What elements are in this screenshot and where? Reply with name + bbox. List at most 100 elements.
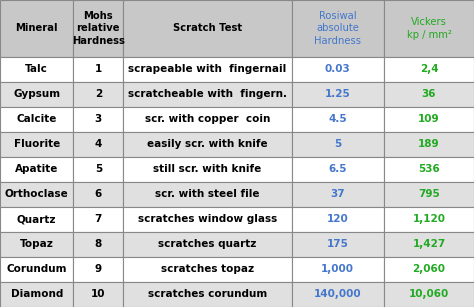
Text: 6: 6 [95, 189, 102, 200]
Text: 189: 189 [418, 139, 440, 150]
Bar [73, 107, 123, 132]
Text: 3: 3 [95, 114, 102, 124]
Bar [292, 232, 384, 257]
Text: 10: 10 [91, 290, 106, 300]
Bar [73, 157, 123, 182]
Text: Mineral: Mineral [16, 23, 58, 33]
Bar [73, 132, 123, 157]
Text: 6.5: 6.5 [328, 164, 347, 174]
Text: Diamond: Diamond [10, 290, 63, 300]
Text: 9: 9 [95, 264, 102, 274]
Text: Quartz: Quartz [17, 214, 56, 224]
Text: 1,427: 1,427 [412, 239, 446, 250]
Bar [384, 0, 474, 57]
Text: 1: 1 [95, 64, 102, 74]
Bar [123, 82, 292, 107]
Bar [292, 57, 384, 82]
Bar [0, 232, 73, 257]
Bar [123, 0, 292, 57]
Bar [292, 207, 384, 232]
Bar [0, 57, 73, 82]
Bar [73, 207, 123, 232]
Text: 140,000: 140,000 [314, 290, 362, 300]
Bar [0, 157, 73, 182]
Text: 109: 109 [418, 114, 440, 124]
Bar [292, 0, 384, 57]
Text: Apatite: Apatite [15, 164, 58, 174]
Bar [73, 82, 123, 107]
Bar [73, 0, 123, 57]
Text: 8: 8 [95, 239, 102, 250]
Text: 2,4: 2,4 [419, 64, 438, 74]
Text: 5: 5 [95, 164, 102, 174]
Text: 1,120: 1,120 [412, 214, 446, 224]
Bar [123, 182, 292, 207]
Bar [0, 182, 73, 207]
Bar [384, 232, 474, 257]
Text: Rosiwal
absolute
Hardness: Rosiwal absolute Hardness [314, 11, 361, 46]
Text: scratcheable with  fingern.: scratcheable with fingern. [128, 89, 287, 99]
Bar [384, 207, 474, 232]
Bar [0, 82, 73, 107]
Bar [292, 282, 384, 307]
Bar [0, 132, 73, 157]
Bar [73, 182, 123, 207]
Bar [292, 107, 384, 132]
Text: Orthoclase: Orthoclase [5, 189, 69, 200]
Bar [123, 257, 292, 282]
Bar [0, 257, 73, 282]
Bar [73, 232, 123, 257]
Text: scratches quartz: scratches quartz [158, 239, 256, 250]
Bar [384, 157, 474, 182]
Text: 2,060: 2,060 [412, 264, 446, 274]
Text: Topaz: Topaz [20, 239, 54, 250]
Bar [384, 132, 474, 157]
Text: Vickers
kp / mm²: Vickers kp / mm² [407, 17, 451, 40]
Text: 10,060: 10,060 [409, 290, 449, 300]
Bar [123, 282, 292, 307]
Text: Corundum: Corundum [7, 264, 67, 274]
Text: 36: 36 [422, 89, 436, 99]
Text: 120: 120 [327, 214, 348, 224]
Bar [123, 157, 292, 182]
Text: scratches topaz: scratches topaz [161, 264, 254, 274]
Bar [384, 82, 474, 107]
Text: 1.25: 1.25 [325, 89, 351, 99]
Text: scr. with copper  coin: scr. with copper coin [145, 114, 270, 124]
Text: Talc: Talc [25, 64, 48, 74]
Bar [123, 132, 292, 157]
Bar [384, 182, 474, 207]
Text: 536: 536 [418, 164, 440, 174]
Bar [384, 107, 474, 132]
Bar [73, 57, 123, 82]
Text: 0.03: 0.03 [325, 64, 351, 74]
Bar [384, 257, 474, 282]
Text: still scr. with knife: still scr. with knife [153, 164, 262, 174]
Bar [0, 0, 73, 57]
Text: scr. with steel file: scr. with steel file [155, 189, 260, 200]
Bar [0, 107, 73, 132]
Bar [292, 157, 384, 182]
Text: 7: 7 [95, 214, 102, 224]
Bar [384, 57, 474, 82]
Bar [123, 57, 292, 82]
Bar [0, 282, 73, 307]
Bar [0, 207, 73, 232]
Text: 795: 795 [418, 189, 440, 200]
Text: 4.5: 4.5 [328, 114, 347, 124]
Text: 1,000: 1,000 [321, 264, 354, 274]
Text: Mohs
relative
Hardness: Mohs relative Hardness [72, 11, 125, 46]
Bar [292, 257, 384, 282]
Bar [292, 182, 384, 207]
Text: 175: 175 [327, 239, 349, 250]
Bar [123, 232, 292, 257]
Text: Calcite: Calcite [17, 114, 57, 124]
Bar [384, 282, 474, 307]
Bar [292, 132, 384, 157]
Text: 4: 4 [95, 139, 102, 150]
Text: scrapeable with  fingernail: scrapeable with fingernail [128, 64, 286, 74]
Text: scratches corundum: scratches corundum [148, 290, 267, 300]
Bar [123, 107, 292, 132]
Text: scratches window glass: scratches window glass [138, 214, 277, 224]
Bar [123, 207, 292, 232]
